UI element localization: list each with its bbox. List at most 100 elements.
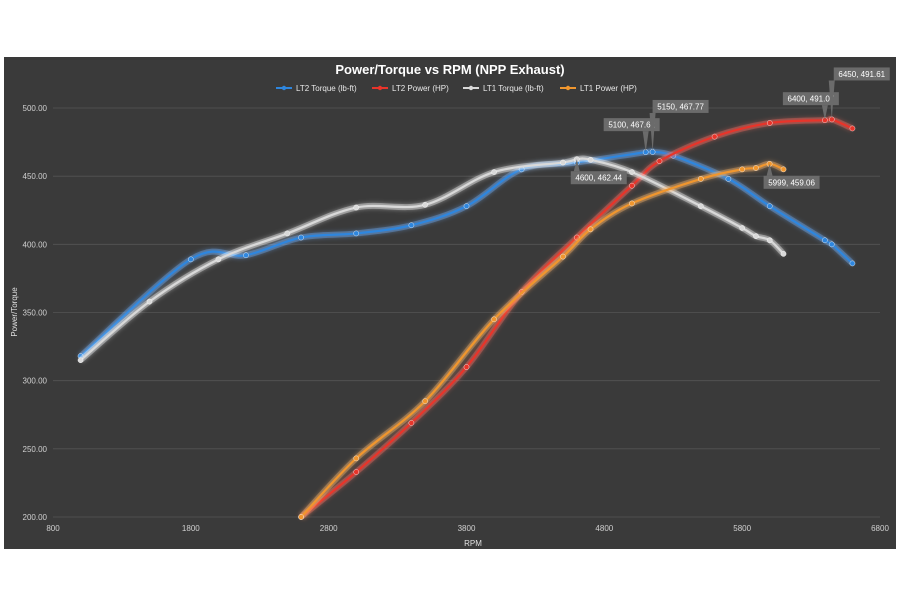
data-point: [353, 230, 360, 237]
callout-pointer: [649, 112, 656, 152]
legend: LT2 Torque (lb-ft) LT2 Power (HP) LT1 Torq…: [276, 84, 637, 93]
callout-label: 6450, 491.61: [838, 70, 885, 79]
data-point: [284, 230, 291, 237]
callout-pointer: [821, 105, 828, 121]
data-point: [780, 251, 787, 257]
x-tick-label: 2800: [320, 524, 338, 533]
legend-label: LT1 Torque (lb-ft): [483, 84, 544, 93]
gridlines: [53, 107, 880, 518]
legend-label: LT1 Power (HP): [580, 84, 637, 93]
callout-box: [833, 67, 890, 81]
x-tick-label: 1800: [182, 524, 200, 533]
data-point: [560, 253, 566, 260]
chart-title: Power/Torque vs RPM (NPP Exhaust): [335, 62, 564, 77]
callout-pointer: [573, 159, 580, 172]
data-point: [766, 120, 773, 126]
data-point: [188, 256, 194, 263]
data-point: [828, 241, 835, 248]
legend-label: LT2 Power (HP): [392, 84, 449, 93]
data-point: [353, 204, 360, 211]
data-point: [766, 237, 773, 244]
callout-box: [652, 99, 709, 113]
data-point: [298, 514, 304, 520]
data-point: [656, 158, 663, 164]
data-point: [422, 201, 428, 208]
legend-item: LT2 Torque (lb-ft): [276, 84, 357, 93]
x-tick-label: 4800: [595, 524, 613, 533]
x-tick-labels: 800 1800 2800 3800 4800 5800 6800: [46, 524, 889, 533]
callout-pointer: [642, 131, 649, 153]
y-tick-label: 200.00: [23, 513, 48, 522]
data-point: [780, 166, 787, 173]
x-tick-label: 800: [46, 524, 60, 533]
x-tick-label: 6800: [871, 524, 889, 533]
x-axis-label: RPM: [464, 539, 482, 548]
callout-label: 5999, 459.06: [768, 178, 815, 187]
legend-item: LT2 Power (HP): [372, 84, 449, 93]
y-axis-label: Power/Torque: [10, 287, 19, 337]
y-tick-label: 300.00: [23, 377, 48, 386]
data-point: [822, 237, 828, 244]
callout-label: 6400, 491.07: [788, 95, 835, 104]
x-tick-label: 3800: [458, 524, 476, 533]
x-tick-label: 5800: [733, 524, 751, 533]
legend-label: LT2 Torque (lb-ft): [296, 84, 357, 93]
y-tick-label: 350.00: [23, 309, 48, 318]
data-point: [698, 176, 704, 182]
callout: 6400, 491.07: [782, 92, 839, 121]
callout: 5999, 459.06: [763, 163, 820, 189]
y-tick-label: 400.00: [23, 240, 48, 249]
callout-pointer: [828, 80, 835, 120]
series-lines: [77, 115, 856, 520]
data-point: [739, 166, 745, 173]
callout-pointer: [766, 163, 773, 176]
data-point: [408, 222, 415, 229]
data-point: [849, 260, 856, 267]
data-point: [215, 256, 222, 263]
callout-box: [603, 118, 660, 132]
callout-box: [763, 175, 820, 189]
data-point: [753, 165, 759, 171]
data-point: [753, 233, 759, 239]
data-point: [587, 157, 594, 163]
data-point: [739, 225, 745, 231]
legend-marker: [468, 85, 474, 91]
data-point: [298, 234, 304, 241]
callout-label: 4600, 462.44: [575, 174, 622, 183]
callout: 4600, 462.44: [570, 159, 627, 185]
callout: 6450, 491.61: [828, 67, 890, 120]
series-2: [77, 155, 787, 364]
y-tick-labels: 200.00 250.00 300.00 350.00 400.00 450.00 500.…: [23, 104, 48, 522]
data-point: [243, 252, 249, 259]
legend-marker: [377, 85, 383, 91]
callout: 5150, 467.77: [649, 99, 709, 152]
data-point: [849, 125, 856, 132]
legend-item: LT1 Power (HP): [560, 84, 637, 93]
chart-background: [4, 57, 896, 549]
legend-item: LT1 Torque (lb-ft): [463, 84, 544, 93]
callout-box: [570, 171, 627, 185]
data-point: [698, 203, 704, 209]
data-point: [491, 316, 497, 323]
callouts: 5100, 467.62 5150, 467.77 4600, 462.44 6400…: [570, 67, 890, 189]
y-tick-label: 450.00: [23, 172, 48, 181]
data-point: [711, 133, 718, 140]
y-tick-label: 250.00: [23, 445, 48, 454]
data-point: [587, 226, 594, 233]
data-point: [629, 182, 635, 189]
data-point: [422, 398, 428, 404]
series-3: [298, 160, 787, 520]
data-point: [408, 420, 415, 426]
callout: 5100, 467.62: [603, 118, 660, 153]
data-point: [463, 203, 470, 209]
data-point: [77, 357, 84, 364]
data-point: [766, 203, 773, 209]
data-point: [146, 298, 153, 305]
legend-marker: [281, 85, 287, 91]
callout-label: 5150, 467.77: [657, 102, 704, 111]
legend-marker: [565, 85, 571, 91]
data-point: [629, 200, 635, 207]
y-tick-label: 500.00: [23, 104, 48, 113]
data-point: [560, 159, 566, 166]
